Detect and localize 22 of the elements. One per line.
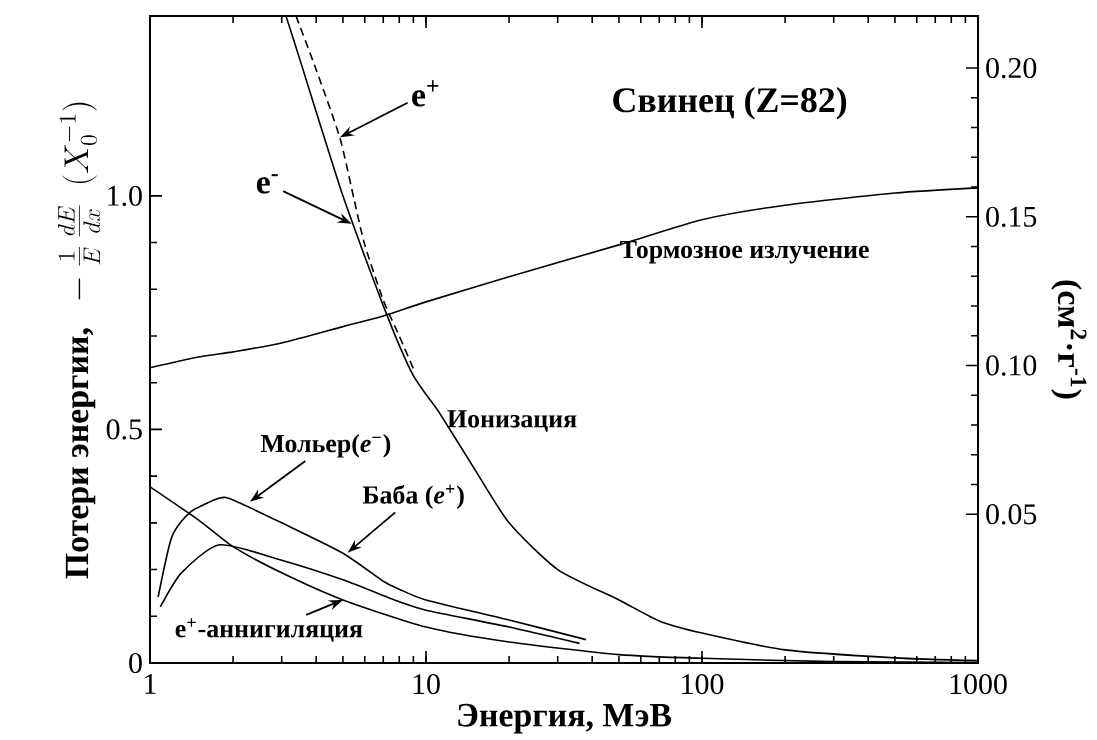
x-tick-label: 10 xyxy=(413,673,440,695)
annotation: e$^{-}$ xyxy=(256,174,278,194)
x-tick-label: 1000 xyxy=(950,673,1007,695)
annotation: Мольер(e$^{−}$) xyxy=(260,434,391,458)
annotation: Ионизация xyxy=(447,410,577,432)
y2-tick-label: 0.05 xyxy=(986,504,1037,525)
x-tick-label: 1 xyxy=(145,673,156,694)
y2-tick-label: 0.10 xyxy=(986,355,1037,376)
annotation: e$^{+}$ xyxy=(412,80,439,107)
annotation: Тормозное излучение xyxy=(620,240,869,264)
annotation: Баба (e$^{+}$) xyxy=(362,484,464,509)
annotation: e$^{+}$-аннигиляция xyxy=(175,618,363,642)
y-axis-title: $\mbox{\bfseries Потери энергии,}\ \ -\frac{1}{E}\,\frac{dE}{dx}\ \ (X_0^{-1})$ xyxy=(57,102,101,579)
y-tick-label: 0.5 xyxy=(106,419,142,440)
y-tick-label: 0 xyxy=(129,652,142,673)
y2-tick-label: 0.15 xyxy=(986,206,1037,227)
x-axis-title: Энергия, МэВ xyxy=(458,703,672,734)
y-tick-label: 1.0 xyxy=(108,185,142,206)
y2-axis-title: (см$^{2}$·г$^{-1}$) xyxy=(1051,280,1087,399)
text: Свинец (Z=82) xyxy=(613,86,847,120)
y2-tick-label: 0.20 xyxy=(986,57,1037,79)
x-tick-label: 100 xyxy=(682,673,724,695)
